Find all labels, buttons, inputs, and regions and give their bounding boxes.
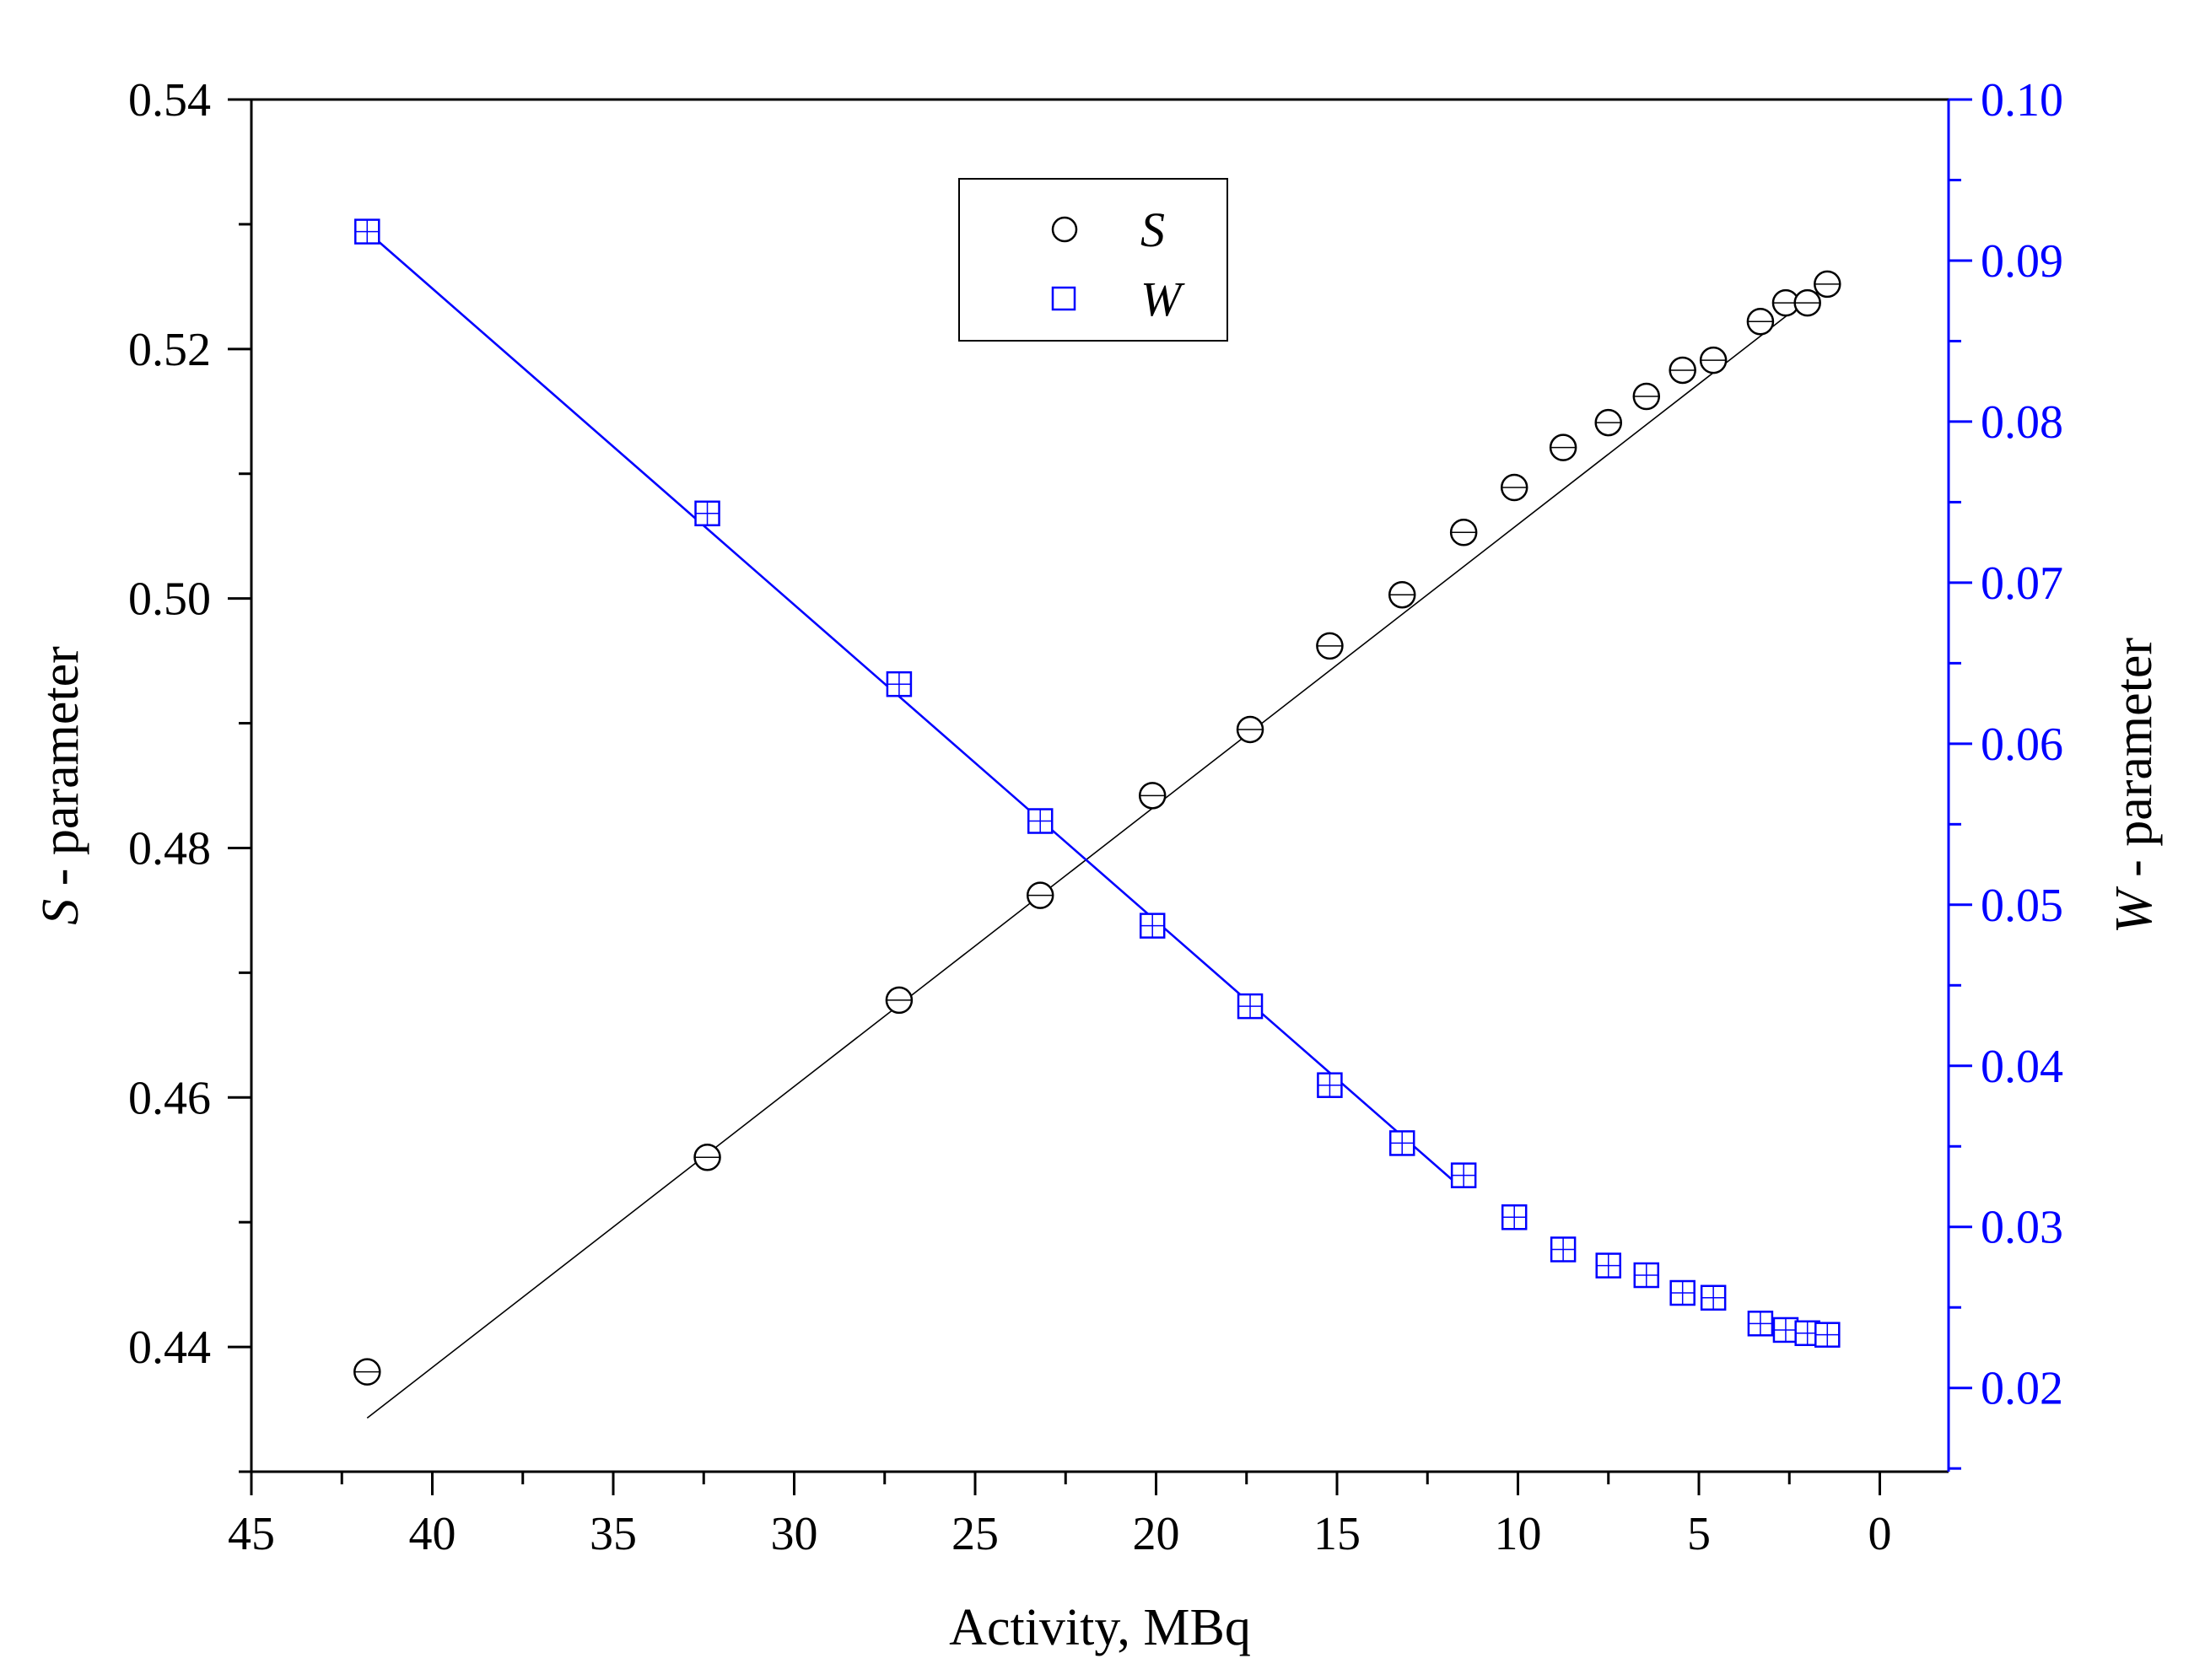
legend-marker-S <box>1051 216 1078 243</box>
x-tick-label: 25 <box>952 1508 999 1560</box>
legend-marker-W <box>1051 286 1076 311</box>
x-tick-label: 10 <box>1494 1508 1541 1560</box>
y-right-tick-label: 0.10 <box>1981 74 2063 127</box>
x-tick-label: 20 <box>1132 1508 1179 1560</box>
legend-label-W: W <box>1140 272 1185 326</box>
y-left-tick-label: 0.54 <box>128 74 211 127</box>
x-tick-label: 45 <box>228 1508 275 1560</box>
y-right-axis-title: W - parameter <box>2105 638 2163 934</box>
legend-box <box>958 178 1228 342</box>
x-tick-label: 15 <box>1313 1508 1361 1560</box>
y-right-tick-label: 0.03 <box>1981 1202 2063 1254</box>
y-right-tick-label: 0.05 <box>1981 880 2063 932</box>
y-right-tick-label: 0.02 <box>1981 1363 2063 1415</box>
y-left-tick-label: 0.50 <box>128 573 211 626</box>
y-left-title-symbol: S <box>32 899 89 925</box>
y-left-tick-label: 0.48 <box>128 822 211 875</box>
y-right-tick-label: 0.04 <box>1981 1041 2063 1093</box>
legend: SW <box>958 178 1228 342</box>
fit-line-W <box>366 230 1461 1187</box>
x-tick-label: 30 <box>770 1508 817 1560</box>
y-right-tick-label: 0.07 <box>1981 557 2063 610</box>
plot-frame <box>250 98 1950 1473</box>
x-tick-label: 5 <box>1687 1508 1711 1560</box>
y-right-title-text: - parameter <box>2105 638 2163 891</box>
fit-line-S <box>366 283 1828 1419</box>
y-left-tick-label: 0.46 <box>128 1072 211 1124</box>
y-right-tick-label: 0.06 <box>1981 719 2063 771</box>
y-left-title-text: - parameter <box>32 646 89 899</box>
y-left-axis: 0.44 0.46 0.48 0.50 0.52 0.54 S - parameter <box>32 74 251 1473</box>
legend-label-S: S <box>1140 202 1165 257</box>
y-right-axis: 0.02 0.03 0.04 0.05 0.06 0.07 0.08 0.09 0.10 W - … <box>1949 74 2163 1470</box>
x-tick-label: 40 <box>408 1508 456 1560</box>
y-left-axis-title: S - parameter <box>32 646 89 925</box>
y-right-tick-label: 0.08 <box>1981 396 2063 449</box>
x-axis: 45 40 35 30 25 20 15 10 5 0 Activity, MBq <box>228 1472 1891 1656</box>
x-axis-title: Activity, MBq <box>949 1599 1251 1656</box>
y-right-tick-label: 0.09 <box>1981 235 2063 288</box>
x-tick-label: 0 <box>1868 1508 1891 1560</box>
fit-lines <box>366 230 1828 1419</box>
y-right-title-symbol: W <box>2105 886 2163 934</box>
y-left-tick-label: 0.44 <box>128 1322 211 1374</box>
markers <box>353 218 1841 1386</box>
x-tick-label: 35 <box>590 1508 637 1560</box>
y-left-tick-label: 0.52 <box>128 324 211 376</box>
